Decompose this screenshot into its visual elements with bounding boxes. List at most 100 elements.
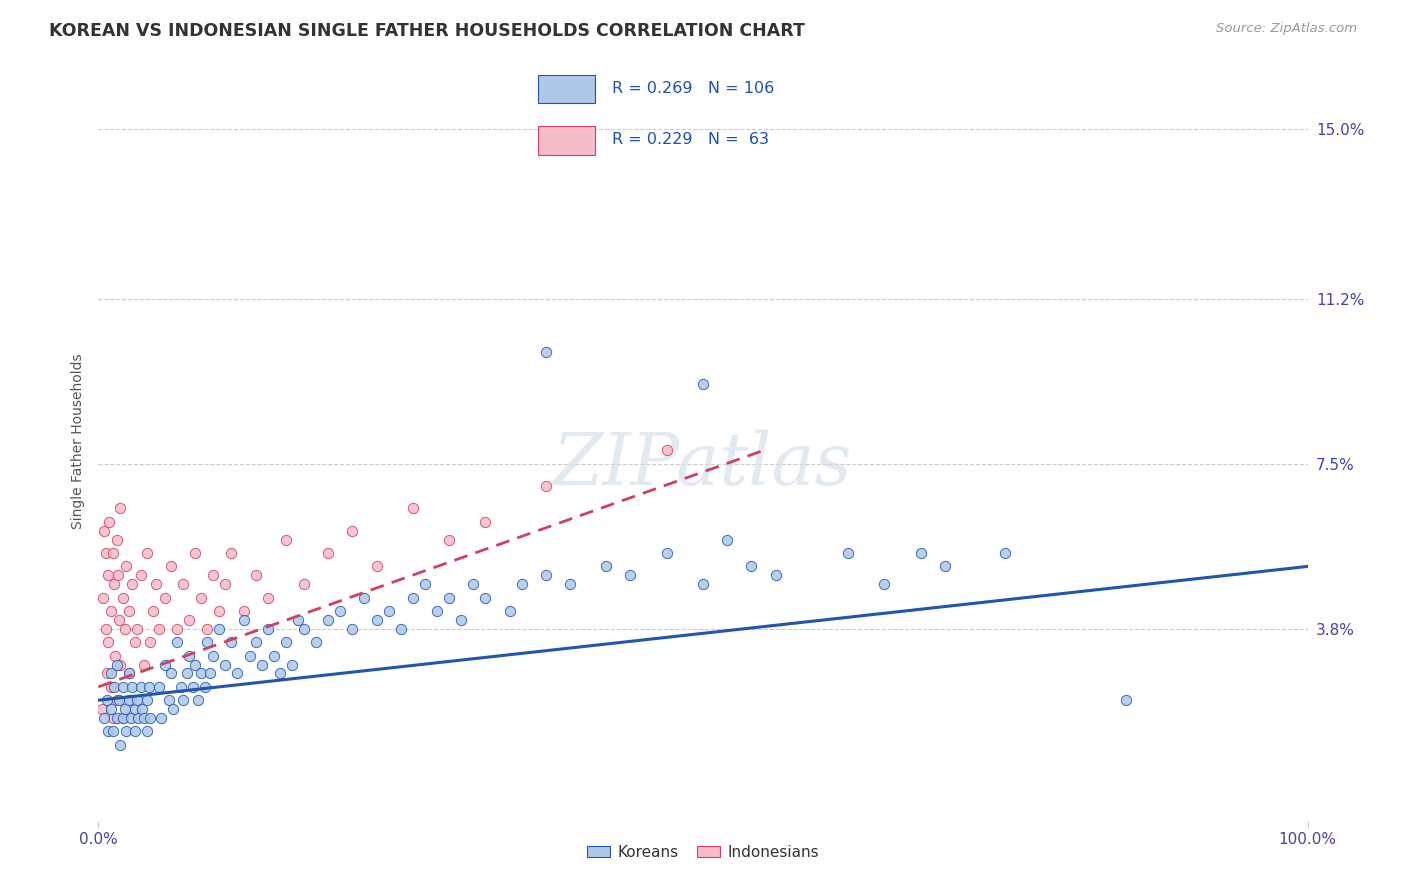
Point (190, 591, 212, 605)
Point (97, 568, 120, 582)
Point (127, 711, 149, 725)
Point (120, 711, 142, 725)
Point (139, 711, 162, 725)
Point (281, 657, 304, 672)
Point (108, 501, 131, 516)
Point (118, 693, 141, 707)
Point (413, 577, 436, 591)
FancyBboxPatch shape (538, 75, 595, 103)
Point (837, 546, 859, 560)
Point (226, 666, 249, 681)
Point (250, 657, 273, 672)
Point (100, 666, 122, 681)
Point (402, 501, 425, 516)
Point (114, 622, 136, 636)
Point (221, 546, 243, 560)
Text: Source: ZipAtlas.com: Source: ZipAtlas.com (1216, 22, 1357, 36)
Point (101, 546, 124, 560)
Point (138, 680, 160, 694)
Point (166, 622, 188, 636)
Point (129, 568, 152, 582)
Legend: Koreans, Indonesians: Koreans, Indonesians (581, 838, 825, 866)
Point (214, 657, 236, 672)
FancyBboxPatch shape (538, 126, 595, 155)
Point (274, 635, 297, 649)
Point (558, 577, 581, 591)
Point (129, 680, 152, 694)
Point (202, 568, 225, 582)
Point (437, 591, 460, 605)
Point (181, 680, 204, 694)
Point (176, 666, 198, 681)
Point (195, 635, 218, 649)
Point (127, 693, 149, 707)
Point (353, 591, 375, 605)
Point (160, 559, 183, 574)
Point (179, 648, 201, 663)
Point (160, 666, 183, 681)
Point (94, 546, 117, 560)
Point (655, 443, 678, 458)
Point (184, 546, 207, 560)
Point (105, 711, 128, 725)
Point (114, 702, 136, 716)
Point (148, 680, 170, 694)
Point (342, 524, 364, 538)
Point (121, 577, 143, 591)
Point (105, 693, 128, 707)
Point (534, 345, 557, 359)
Point (765, 568, 787, 582)
Point (148, 622, 170, 636)
Point (426, 604, 449, 618)
Point (716, 533, 738, 547)
Point (214, 577, 236, 591)
Point (111, 680, 134, 694)
Point (342, 622, 364, 636)
Point (118, 604, 141, 618)
Point (153, 591, 176, 605)
Point (115, 559, 138, 574)
Point (139, 635, 162, 649)
Point (93, 524, 115, 538)
Point (145, 577, 167, 591)
Point (232, 613, 254, 627)
Point (96, 693, 118, 707)
Point (450, 613, 472, 627)
Point (124, 635, 146, 649)
Point (98, 515, 121, 529)
Point (124, 702, 146, 716)
Point (120, 693, 142, 707)
Point (127, 622, 149, 636)
Point (135, 724, 157, 739)
Point (97, 724, 120, 739)
Point (135, 693, 157, 707)
Point (91, 702, 114, 716)
Point (498, 604, 520, 618)
Point (184, 657, 207, 672)
Point (134, 657, 156, 672)
Point (101, 724, 124, 739)
Point (100, 604, 122, 618)
Point (316, 546, 339, 560)
Point (402, 591, 425, 605)
Point (329, 604, 352, 618)
Point (157, 693, 180, 707)
Point (105, 533, 128, 547)
Point (108, 613, 131, 627)
Point (292, 622, 315, 636)
Point (437, 533, 460, 547)
Point (172, 577, 194, 591)
Text: R = 0.269   N = 106: R = 0.269 N = 106 (612, 81, 773, 96)
Point (910, 546, 932, 560)
Point (103, 577, 125, 591)
Point (111, 591, 134, 605)
Point (172, 693, 194, 707)
Point (208, 622, 231, 636)
Point (245, 568, 267, 582)
Point (153, 657, 176, 672)
Point (208, 604, 231, 618)
Point (366, 613, 388, 627)
Point (510, 577, 533, 591)
Point (169, 680, 191, 694)
Point (221, 635, 243, 649)
